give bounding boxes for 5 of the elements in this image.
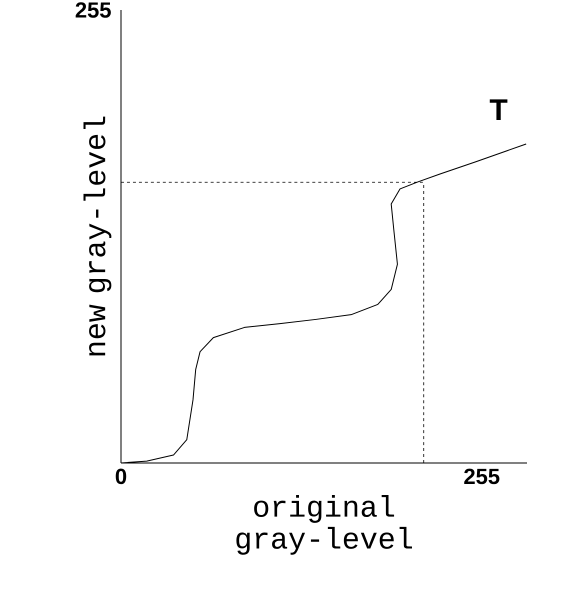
x-tick-label: 0: [116, 468, 126, 484]
text: T: [490, 99, 508, 120]
text: 255: [76, 2, 111, 18]
y-axis-title: new gray-level: [83, 116, 112, 356]
x-axis-title: original gray-level: [236, 495, 412, 555]
